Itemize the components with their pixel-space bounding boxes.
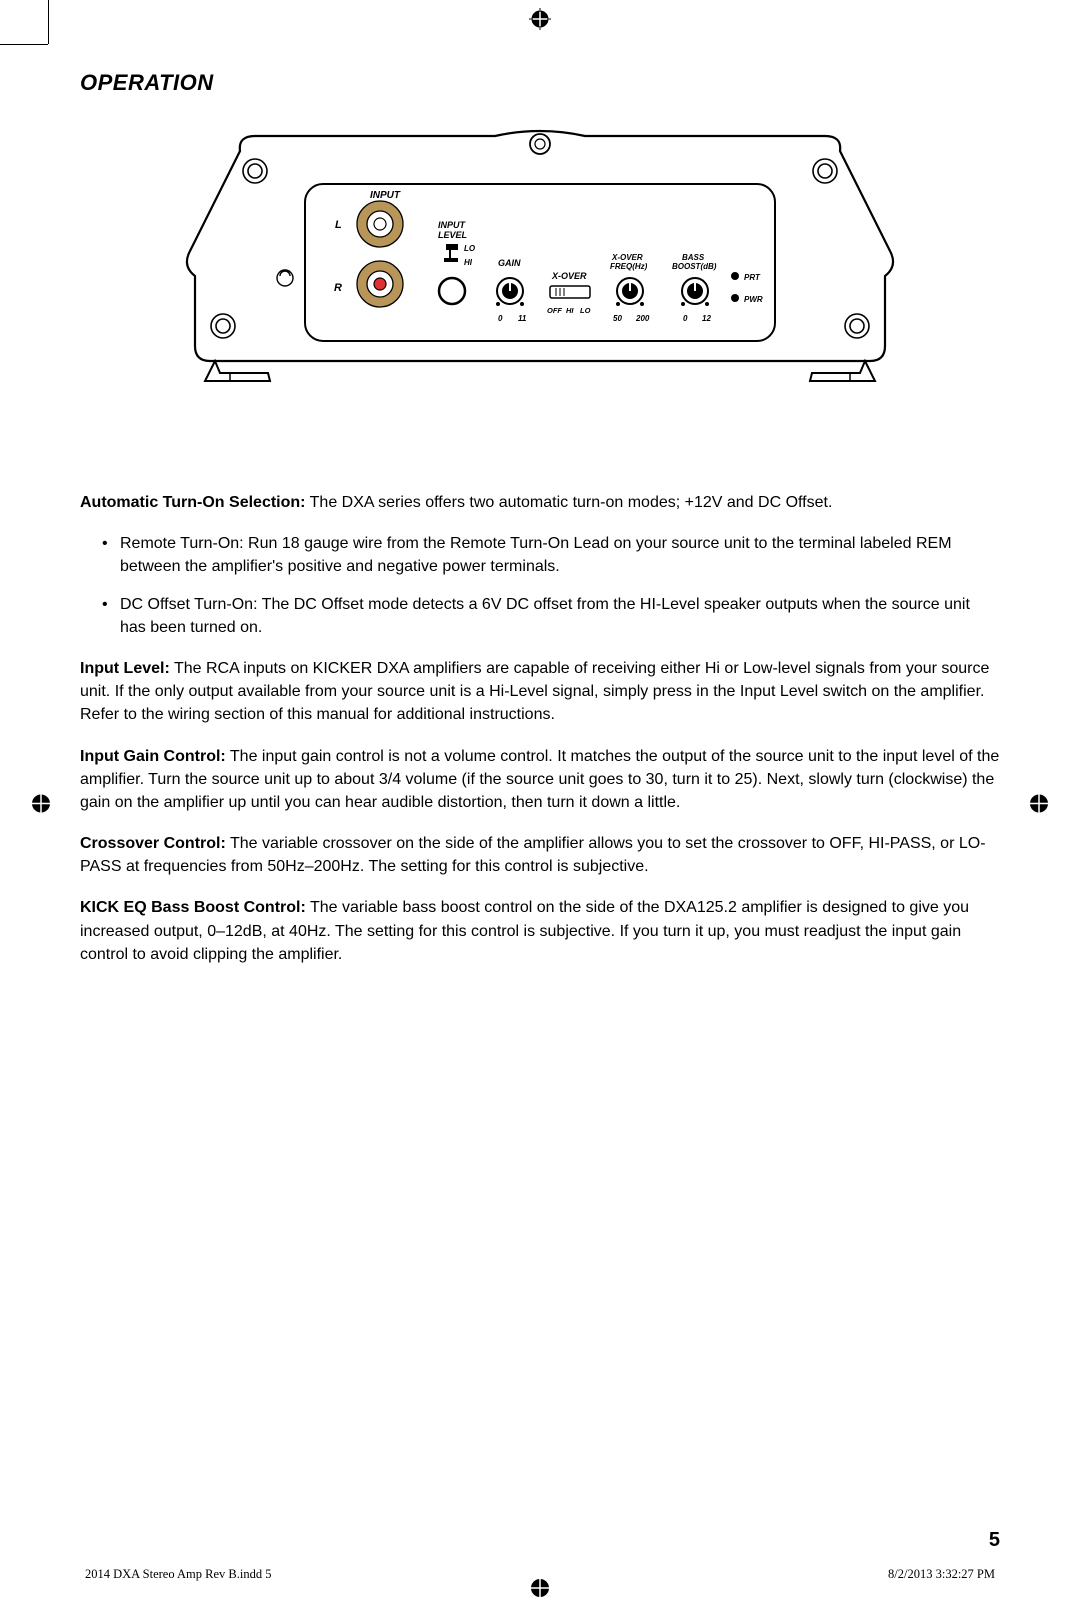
- label-L: L: [335, 219, 342, 231]
- label-xover-freq2: FREQ(Hz): [610, 262, 648, 271]
- label-gain: GAIN: [498, 258, 521, 268]
- para-auto-turnon: Automatic Turn-On Selection: The DXA ser…: [80, 491, 1000, 514]
- footer-timestamp: 8/2/2013 3:32:27 PM: [888, 1567, 995, 1582]
- bullet-list: Remote Turn-On: Run 18 gauge wire from t…: [80, 532, 1000, 639]
- label-xover-lo: LO: [580, 306, 591, 315]
- label-input-level-2: LEVEL: [438, 230, 467, 240]
- label-gain-max: 11: [518, 314, 527, 323]
- label-crossover: Crossover Control:: [80, 835, 226, 852]
- para-input-level: Input Level: The RCA inputs on KICKER DX…: [80, 657, 1000, 727]
- label-xover-freq1: X-OVER: [611, 253, 643, 262]
- label-pwr: PWR: [744, 295, 763, 304]
- para-crossover: Crossover Control: The variable crossove…: [80, 832, 1000, 878]
- input-level-button: [439, 278, 465, 304]
- registration-mark-bottom: [529, 1577, 551, 1604]
- text-auto-turnon: The DXA series offers two automatic turn…: [305, 494, 832, 511]
- rca-L-center: [374, 218, 386, 230]
- bullet-remote-turnon: Remote Turn-On: Run 18 gauge wire from t…: [120, 532, 1000, 578]
- label-lo: LO: [464, 244, 476, 253]
- label-bass-max: 12: [702, 314, 711, 323]
- registration-mark-top: [529, 8, 551, 35]
- led-pwr: [731, 294, 739, 302]
- label-xover: X-OVER: [551, 271, 587, 281]
- label-input-level-1: INPUT: [438, 220, 467, 230]
- label-xover-off: OFF: [547, 306, 562, 315]
- label-xover-hi: HI: [566, 306, 574, 315]
- label-freq-min: 50: [613, 314, 622, 323]
- label-R: R: [334, 282, 342, 294]
- label-gain-min: 0: [498, 314, 503, 323]
- body-text: Automatic Turn-On Selection: The DXA ser…: [80, 491, 1000, 966]
- para-input-gain: Input Gain Control: The input gain contr…: [80, 745, 1000, 815]
- amplifier-diagram: INPUT L R INPUT LEVEL LO HI GAIN: [80, 116, 1000, 411]
- label-input-level: Input Level:: [80, 660, 170, 677]
- footer-filename: 2014 DXA Stereo Amp Rev B.indd 5: [85, 1567, 271, 1582]
- section-title: OPERATION: [80, 70, 1000, 96]
- label-freq-max: 200: [635, 314, 650, 323]
- bullet-dc-offset: DC Offset Turn-On: The DC Offset mode de…: [120, 593, 1000, 639]
- label-input-gain: Input Gain Control:: [80, 748, 226, 765]
- label-input: INPUT: [370, 190, 401, 201]
- page-number: 5: [989, 1529, 1000, 1552]
- label-prt: PRT: [744, 273, 761, 282]
- page-content: OPERATION: [80, 70, 1000, 1552]
- registration-mark-right: [1028, 793, 1050, 820]
- led-prt: [731, 272, 739, 280]
- label-bass-min: 0: [683, 314, 688, 323]
- rca-R-center: [374, 278, 386, 290]
- label-bass1: BASS: [682, 253, 705, 262]
- label-bass2: BOOST(dB): [672, 262, 717, 271]
- label-bass-boost: KICK EQ Bass Boost Control:: [80, 899, 306, 916]
- para-bass-boost: KICK EQ Bass Boost Control: The variable…: [80, 896, 1000, 966]
- registration-mark-left: [30, 793, 52, 820]
- label-auto-turnon: Automatic Turn-On Selection:: [80, 494, 305, 511]
- text-input-level: The RCA inputs on KICKER DXA amplifiers …: [80, 660, 989, 723]
- label-hi: HI: [464, 258, 473, 267]
